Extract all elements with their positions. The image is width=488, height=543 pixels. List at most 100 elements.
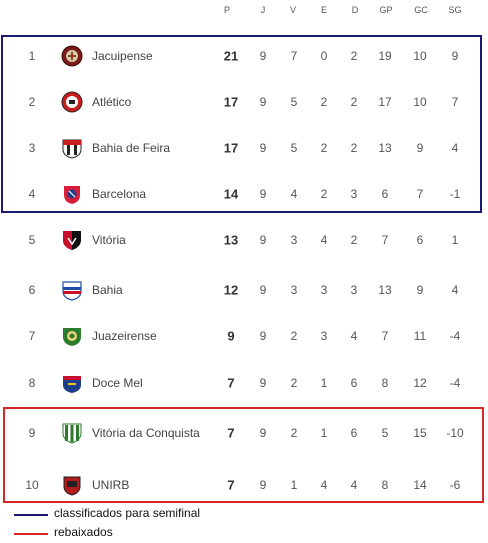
cell-sg: 1 (451, 233, 459, 247)
col-header-gc: GC (414, 5, 428, 15)
cell-sg: -4 (449, 329, 461, 343)
cell-gc: 7 (416, 187, 424, 201)
cell-e: 1 (320, 426, 328, 440)
team-name: Barcelona (92, 187, 147, 201)
barcelona-crest-icon (61, 183, 83, 205)
cell-d: 4 (350, 478, 358, 492)
legend-qualified-line (14, 514, 48, 516)
cell-gc: 11 (413, 329, 427, 343)
cell-e: 0 (320, 49, 328, 63)
qualified-zone-border (1, 35, 482, 213)
table-row: 8 Doce Mel 7 9 2 1 6 8 12 -4 (0, 360, 488, 406)
team-name: Jacuipense (92, 49, 153, 63)
cell-p: 14 (223, 186, 239, 202)
cell-e: 3 (320, 283, 328, 297)
doce-mel-crest-icon (61, 372, 83, 394)
bahia-crest-icon (61, 279, 83, 301)
cell-e: 1 (320, 376, 328, 390)
cell-gp: 5 (381, 426, 389, 440)
cell-e: 4 (320, 478, 328, 492)
cell-d: 2 (350, 95, 358, 109)
cell-v: 2 (290, 426, 298, 440)
cell-sg: 9 (451, 49, 459, 63)
jacuipense-crest-icon (61, 45, 83, 67)
row-position: 5 (28, 233, 36, 247)
cell-v: 7 (290, 49, 298, 63)
row-position: 2 (28, 95, 36, 109)
team-name: Juazeirense (92, 329, 157, 343)
cell-d: 2 (350, 141, 358, 155)
cell-e: 2 (320, 187, 328, 201)
table-row: 5 Vitória 13 9 3 4 2 7 6 1 (0, 217, 488, 263)
row-position: 4 (28, 187, 36, 201)
row-position: 3 (28, 141, 36, 155)
cell-p: 9 (227, 328, 235, 344)
cell-gc: 12 (413, 376, 427, 390)
cell-v: 5 (290, 141, 298, 155)
col-header-d: D (351, 5, 359, 15)
team-name: Atlético (92, 95, 132, 109)
juazeirense-crest-icon (61, 325, 83, 347)
table-row: 10 UNIRB 7 9 1 4 4 8 14 -6 (0, 462, 488, 508)
cell-gc: 10 (413, 49, 427, 63)
cell-sg: -6 (449, 478, 461, 492)
cell-p: 7 (227, 375, 235, 391)
cell-sg: -1 (449, 187, 461, 201)
cell-gp: 19 (378, 49, 392, 63)
cell-gp: 13 (378, 283, 392, 297)
cell-p: 7 (227, 425, 235, 441)
cell-v: 5 (290, 95, 298, 109)
atletico-crest-icon (61, 91, 83, 113)
vitoria-crest-icon (61, 229, 83, 251)
legend-relegated-line (14, 533, 48, 535)
cell-sg: 7 (451, 95, 459, 109)
cell-v: 3 (290, 283, 298, 297)
cell-p: 12 (223, 282, 239, 298)
row-position: 7 (28, 329, 36, 343)
cell-p: 17 (223, 140, 239, 156)
cell-e: 2 (320, 95, 328, 109)
col-header-gp: GP (379, 5, 393, 15)
cell-p: 7 (227, 477, 235, 493)
cell-j: 9 (259, 49, 267, 63)
col-header-e: E (320, 5, 327, 15)
cell-gc: 14 (413, 478, 427, 492)
cell-d: 2 (350, 233, 358, 247)
cell-j: 9 (259, 376, 267, 390)
bahia-de-feira-crest-icon (61, 137, 83, 159)
cell-gp: 8 (381, 376, 389, 390)
table-row: 3 Bahia de Feira 17 9 5 2 2 13 9 4 (0, 125, 488, 171)
team-name: Vitória (92, 233, 126, 247)
cell-p: 21 (223, 48, 239, 64)
cell-d: 4 (350, 329, 358, 343)
cell-gp: 17 (378, 95, 392, 109)
cell-gc: 9 (416, 141, 424, 155)
cell-gc: 6 (416, 233, 424, 247)
cell-gp: 7 (381, 329, 389, 343)
legend-relegated-label: rebaixados (54, 525, 113, 539)
table-row: 2 Atlético 17 9 5 2 2 17 10 7 (0, 79, 488, 125)
unirb-crest-icon (61, 474, 83, 496)
table-row: 9 Vitória da Conquista 7 9 2 1 6 5 15 -10 (0, 410, 488, 456)
row-position: 10 (25, 478, 39, 492)
cell-j: 9 (259, 95, 267, 109)
team-name: Vitória da Conquista (92, 426, 200, 440)
cell-gc: 9 (416, 283, 424, 297)
cell-d: 3 (350, 187, 358, 201)
cell-p: 13 (223, 232, 239, 248)
cell-v: 3 (290, 233, 298, 247)
cell-v: 4 (290, 187, 298, 201)
table-header: P J V E D GP GC SG (0, 0, 488, 24)
team-name: Bahia (92, 283, 123, 297)
row-position: 8 (28, 376, 36, 390)
cell-j: 9 (259, 141, 267, 155)
cell-gc: 10 (413, 95, 427, 109)
cell-p: 17 (223, 94, 239, 110)
cell-sg: 4 (451, 283, 459, 297)
cell-e: 3 (320, 329, 328, 343)
cell-v: 2 (290, 329, 298, 343)
cell-gp: 6 (381, 187, 389, 201)
cell-d: 3 (350, 283, 358, 297)
table-row: 1 Jacuipense 21 9 7 0 2 19 10 9 (0, 33, 488, 79)
cell-d: 6 (350, 376, 358, 390)
